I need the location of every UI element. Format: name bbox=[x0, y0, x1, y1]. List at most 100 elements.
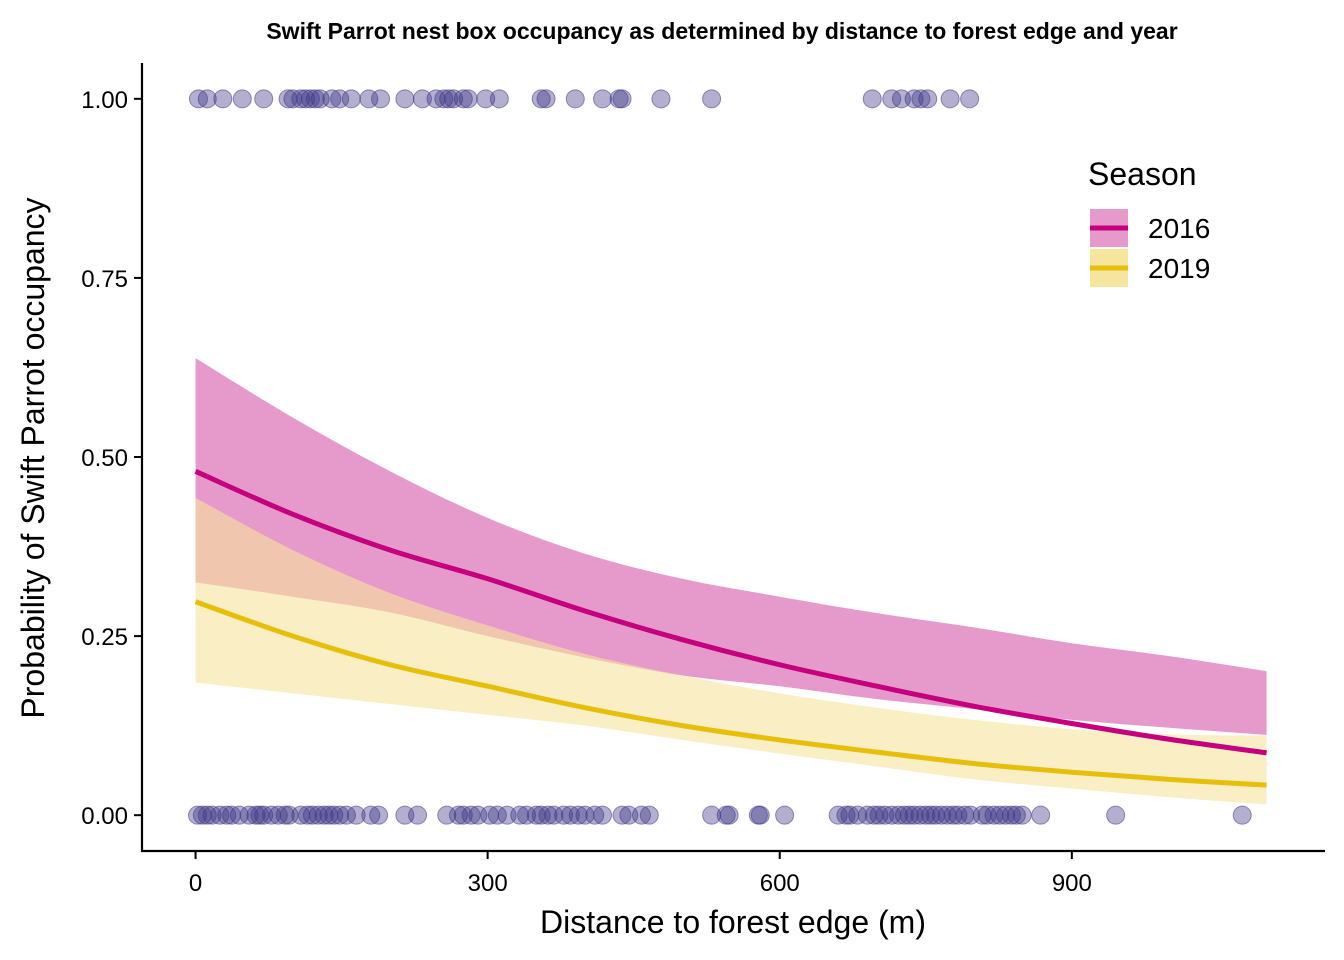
point-occupied bbox=[531, 89, 551, 109]
point-unoccupied bbox=[1106, 805, 1126, 825]
fit-line-2016 bbox=[194, 469, 1267, 756]
point-occupied bbox=[536, 89, 556, 109]
point-unoccupied bbox=[904, 805, 924, 825]
x-axis-label: Distance to forest edge (m) bbox=[540, 904, 926, 940]
point-unoccupied bbox=[369, 805, 389, 825]
point-unoccupied bbox=[554, 805, 574, 825]
point-unoccupied bbox=[302, 805, 322, 825]
legend: Season 2016 2019 bbox=[1088, 156, 1210, 287]
point-occupied bbox=[702, 89, 722, 109]
point-occupied bbox=[612, 89, 632, 109]
x-tick-label: 600 bbox=[760, 870, 800, 897]
point-unoccupied bbox=[298, 805, 318, 825]
chart-title: Swift Parrot nest box occupancy as deter… bbox=[266, 18, 1177, 44]
point-unoccupied bbox=[931, 805, 951, 825]
point-occupied bbox=[322, 89, 342, 109]
point-unoccupied bbox=[894, 805, 914, 825]
point-unoccupied bbox=[487, 805, 507, 825]
point-occupied bbox=[904, 89, 924, 109]
point-unoccupied bbox=[254, 805, 274, 825]
point-occupied bbox=[651, 89, 671, 109]
point-occupied bbox=[476, 89, 496, 109]
point-occupied bbox=[439, 89, 459, 109]
point-occupied bbox=[940, 89, 960, 109]
point-occupied bbox=[291, 89, 311, 109]
fit-line-2019 bbox=[194, 599, 1267, 788]
point-unoccupied bbox=[990, 805, 1010, 825]
point-occupied bbox=[960, 89, 980, 109]
point-occupied bbox=[371, 89, 391, 109]
y-tick-label: 1.00 bbox=[81, 87, 128, 114]
point-unoccupied bbox=[468, 805, 488, 825]
point-occupied bbox=[458, 89, 478, 109]
point-occupied bbox=[862, 89, 882, 109]
point-unoccupied bbox=[510, 805, 530, 825]
y-axis-label: Probability of Swift Parrot occupancy bbox=[15, 197, 51, 718]
point-occupied bbox=[412, 89, 432, 109]
point-occupied bbox=[341, 89, 361, 109]
point-unoccupied bbox=[750, 805, 770, 825]
legend-label-2019: 2019 bbox=[1148, 253, 1210, 284]
x-tick-label: 0 bbox=[189, 870, 202, 897]
point-unoccupied bbox=[593, 805, 613, 825]
point-occupied bbox=[918, 89, 938, 109]
point-occupied bbox=[911, 89, 931, 109]
y-tick-label: 0.25 bbox=[81, 624, 128, 651]
point-unoccupied bbox=[437, 805, 457, 825]
point-occupied bbox=[453, 89, 473, 109]
point-occupied bbox=[359, 89, 379, 109]
point-occupied bbox=[213, 89, 233, 109]
point-unoccupied bbox=[961, 805, 981, 825]
point-occupied bbox=[444, 89, 464, 109]
x-tick-label: 300 bbox=[468, 870, 508, 897]
point-occupied bbox=[300, 89, 320, 109]
point-occupied bbox=[305, 89, 325, 109]
point-unoccupied bbox=[910, 805, 930, 825]
point-occupied bbox=[232, 89, 252, 109]
point-unoccupied bbox=[346, 805, 366, 825]
point-unoccupied bbox=[775, 805, 795, 825]
point-unoccupied bbox=[612, 805, 632, 825]
point-unoccupied bbox=[336, 805, 356, 825]
axes: 0 300 600 900 0.00 0.25 0.50 0.75 1.00 bbox=[81, 63, 1325, 897]
point-unoccupied bbox=[239, 805, 259, 825]
point-unoccupied bbox=[1232, 805, 1252, 825]
point-unoccupied bbox=[275, 805, 295, 825]
point-occupied bbox=[434, 89, 454, 109]
confidence-band-2019 bbox=[195, 497, 1267, 805]
point-unoccupied bbox=[916, 805, 936, 825]
point-occupied bbox=[197, 89, 217, 109]
point-unoccupied bbox=[836, 805, 856, 825]
point-unoccupied bbox=[639, 805, 659, 825]
legend-label-2016: 2016 bbox=[1148, 213, 1210, 244]
x-tick-label: 900 bbox=[1052, 870, 1092, 897]
point-occupied bbox=[489, 89, 509, 109]
point-unoccupied bbox=[361, 805, 381, 825]
confidence-band-2016 bbox=[195, 358, 1267, 735]
point-occupied bbox=[882, 89, 902, 109]
point-unoccupied bbox=[453, 805, 473, 825]
point-unoccupied bbox=[1001, 805, 1021, 825]
point-unoccupied bbox=[408, 805, 428, 825]
point-unoccupied bbox=[560, 805, 580, 825]
point-occupied bbox=[296, 89, 316, 109]
point-unoccupied bbox=[631, 805, 651, 825]
y-tick-label: 0.00 bbox=[81, 803, 128, 830]
point-unoccupied bbox=[568, 805, 588, 825]
legend-title: Season bbox=[1088, 156, 1197, 192]
point-unoccupied bbox=[268, 805, 288, 825]
point-unoccupied bbox=[202, 805, 222, 825]
point-unoccupied bbox=[585, 805, 605, 825]
point-occupied bbox=[310, 89, 330, 109]
point-unoccupied bbox=[517, 805, 537, 825]
plot-area bbox=[187, 89, 1267, 825]
point-unoccupied bbox=[187, 805, 207, 825]
point-unoccupied bbox=[719, 805, 739, 825]
observation-points bbox=[187, 89, 1252, 825]
point-unoccupied bbox=[314, 805, 334, 825]
point-unoccupied bbox=[899, 805, 919, 825]
point-unoccupied bbox=[330, 805, 350, 825]
point-unoccupied bbox=[1031, 805, 1051, 825]
